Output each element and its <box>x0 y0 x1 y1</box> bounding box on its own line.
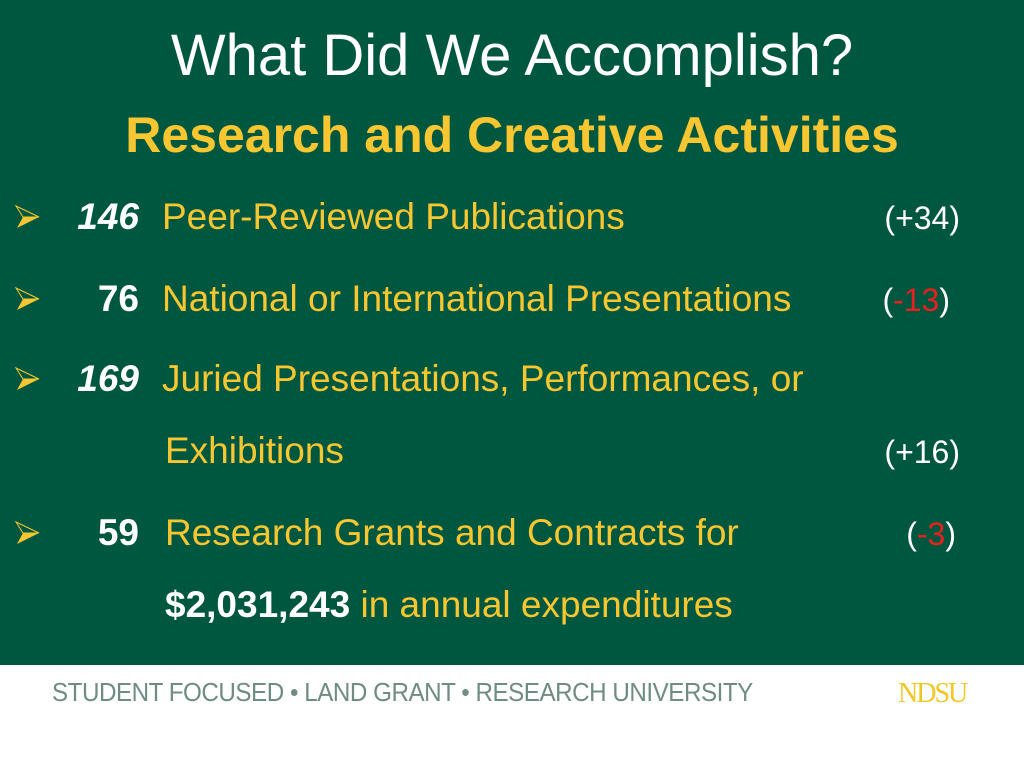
item-label: Peer-Reviewed Publications <box>162 196 625 237</box>
item-change: (-13) <box>882 282 950 318</box>
arrow-bullet-icon <box>14 286 40 310</box>
item-count: 59 <box>97 512 139 553</box>
item-label: Juried Presentations, Performances, or <box>162 358 804 399</box>
list-item-continued: Exhibitions (+16) <box>0 430 1024 480</box>
item-label: National or International Presentations <box>162 278 792 319</box>
list-item-continued: $2,031,243 in annual expenditures <box>0 584 1024 634</box>
arrow-bullet-icon <box>14 520 40 544</box>
item-change: (+16) <box>884 434 960 470</box>
slide-title: What Did We Accomplish? <box>170 23 854 88</box>
item-count: 169 <box>77 358 139 399</box>
item-count: 76 <box>97 278 139 319</box>
item-change: (+34) <box>884 200 960 236</box>
expenditure-amount: $2,031,243 <box>165 584 351 625</box>
item-change: (-3) <box>906 516 956 552</box>
slide-subtitle: Research and Creative Activities <box>125 107 899 163</box>
item-count: 146 <box>77 196 139 237</box>
slide: What Did We Accomplish? Research and Cre… <box>0 0 1024 665</box>
ndsu-logo: NDSU <box>898 678 968 709</box>
footer-tagline: STUDENT FOCUSED • LAND GRANT • RESEARCH … <box>52 677 753 707</box>
arrow-bullet-icon <box>14 366 40 390</box>
item-label-line2: $2,031,243 in annual expenditures <box>165 584 733 625</box>
list-item: 59 Research Grants and Contracts for (-3… <box>0 512 1024 562</box>
list-item: 146 Peer-Reviewed Publications (+34) <box>0 196 1024 246</box>
list-item: 169 Juried Presentations, Performances, … <box>0 358 1024 408</box>
item-label: Research Grants and Contracts for <box>165 512 739 553</box>
item-label-line2: Exhibitions <box>165 430 344 471</box>
arrow-bullet-icon <box>14 204 40 228</box>
list-item: 76 National or International Presentatio… <box>0 278 1024 328</box>
